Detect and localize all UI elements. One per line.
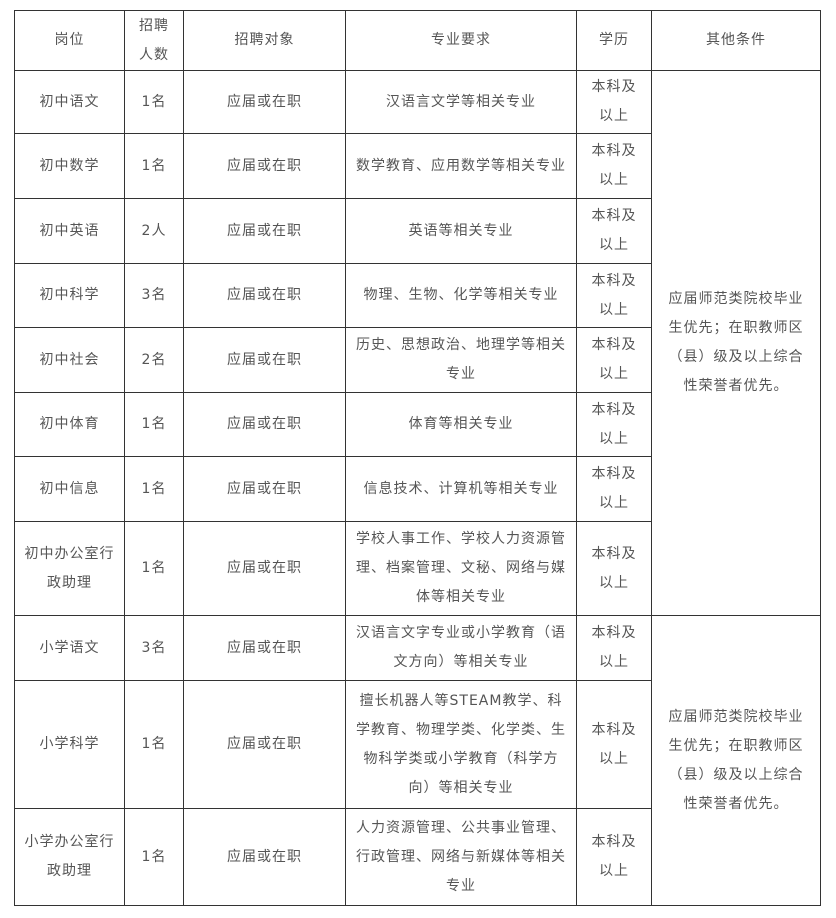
- count-cell: 1名: [124, 133, 184, 199]
- table-row: 初中体育 1名 应届或在职 体育等相关专业 本科及以上: [14, 392, 821, 457]
- table-row: 小学办公室行政助理 1名 应届或在职 人力资源管理、公共事业管理、行政管理、网络与新媒…: [14, 808, 821, 906]
- education-cell: 本科及以上: [576, 680, 652, 809]
- position-cell: 初中信息: [14, 456, 125, 522]
- target-cell: 应届或在职: [183, 392, 346, 457]
- header-cell: 招聘对象: [183, 10, 346, 71]
- table-row: 初中信息 1名 应届或在职 信息技术、计算机等相关专业 本科及以上: [14, 456, 821, 522]
- education-cell: 本科及以上: [576, 70, 652, 134]
- recruitment-table: 岗位 招聘人数 招聘对象 专业要求 学历 其他条件 初中语文 1名 应届或在职 汉语言文学等相关…: [14, 10, 821, 906]
- header-cell: 其他条件: [651, 10, 821, 71]
- table-row: 小学科学 1名 应届或在职 擅长机器人等STEAM教学、科学教育、物理学类、化学类、生…: [14, 680, 821, 809]
- header-cell: 学历: [576, 10, 652, 71]
- count-cell: 1名: [124, 680, 184, 809]
- other-conditions-cell: 应届师范类院校毕业生优先；在职教师区（县）级及以上综合性荣誉者优先。: [651, 615, 821, 906]
- position-cell: 小学办公室行政助理: [14, 808, 125, 906]
- other-conditions-cell: 应届师范类院校毕业生优先；在职教师区（县）级及以上综合性荣誉者优先。: [651, 70, 821, 616]
- table-row: 初中办公室行政助理 1名 应届或在职 学校人事工作、学校人力资源管理、档案管理、文秘、…: [14, 521, 821, 616]
- major-cell: 学校人事工作、学校人力资源管理、档案管理、文秘、网络与媒体等相关专业: [345, 521, 577, 616]
- count-cell: 1名: [124, 808, 184, 906]
- target-cell: 应届或在职: [183, 615, 346, 681]
- count-cell: 1名: [124, 70, 184, 134]
- position-cell: 初中科学: [14, 263, 125, 328]
- target-cell: 应届或在职: [183, 263, 346, 328]
- major-cell: 体育等相关专业: [345, 392, 577, 457]
- target-cell: 应届或在职: [183, 680, 346, 809]
- education-cell: 本科及以上: [576, 263, 652, 328]
- education-cell: 本科及以上: [576, 392, 652, 457]
- major-cell: 汉语言文学等相关专业: [345, 70, 577, 134]
- table-row: 初中社会 2名 应届或在职 历史、思想政治、地理学等相关专业 本科及以上: [14, 327, 821, 393]
- education-cell: 本科及以上: [576, 615, 652, 681]
- position-cell: 小学科学: [14, 680, 125, 809]
- position-cell: 初中语文: [14, 70, 125, 134]
- table-row: 初中语文 1名 应届或在职 汉语言文学等相关专业 本科及以上 应届师范类院校毕业生优先；在…: [14, 70, 821, 616]
- table-row: 小学语文 3名 应届或在职 汉语言文字专业或小学教育（语文方向）等相关专业 本科及以上应…: [14, 615, 821, 906]
- major-cell: 擅长机器人等STEAM教学、科学教育、物理学类、化学类、生物科学类或小学教育（科…: [345, 680, 577, 809]
- target-cell: 应届或在职: [183, 198, 346, 264]
- major-cell: 信息技术、计算机等相关专业: [345, 456, 577, 522]
- count-cell: 3名: [124, 615, 184, 681]
- education-cell: 本科及以上: [576, 521, 652, 616]
- target-cell: 应届或在职: [183, 808, 346, 906]
- position-cell: 初中英语: [14, 198, 125, 264]
- header-cell: 招聘人数: [124, 10, 184, 71]
- header-row: 岗位 招聘人数 招聘对象 专业要求 学历 其他条件: [14, 10, 821, 71]
- target-cell: 应届或在职: [183, 70, 346, 134]
- major-cell: 人力资源管理、公共事业管理、行政管理、网络与新媒体等相关专业: [345, 808, 577, 906]
- table-row: 初中数学 1名 应届或在职 数学教育、应用数学等相关专业 本科及以上: [14, 133, 821, 199]
- count-cell: 1名: [124, 392, 184, 457]
- target-cell: 应届或在职: [183, 521, 346, 616]
- count-cell: 3名: [124, 263, 184, 328]
- count-cell: 1名: [124, 521, 184, 616]
- position-cell: 初中社会: [14, 327, 125, 393]
- header-cell: 岗位: [14, 10, 125, 71]
- major-cell: 英语等相关专业: [345, 198, 577, 264]
- target-cell: 应届或在职: [183, 327, 346, 393]
- major-cell: 汉语言文字专业或小学教育（语文方向）等相关专业: [345, 615, 577, 681]
- education-cell: 本科及以上: [576, 327, 652, 393]
- target-cell: 应届或在职: [183, 456, 346, 522]
- education-cell: 本科及以上: [576, 198, 652, 264]
- major-cell: 历史、思想政治、地理学等相关专业: [345, 327, 577, 393]
- education-cell: 本科及以上: [576, 133, 652, 199]
- table-row: 初中科学 3名 应届或在职 物理、生物、化学等相关专业 本科及以上: [14, 263, 821, 328]
- count-cell: 1名: [124, 456, 184, 522]
- position-cell: 初中数学: [14, 133, 125, 199]
- position-cell: 小学语文: [14, 615, 125, 681]
- education-cell: 本科及以上: [576, 456, 652, 522]
- count-cell: 2人: [124, 198, 184, 264]
- education-cell: 本科及以上: [576, 808, 652, 906]
- target-cell: 应届或在职: [183, 133, 346, 199]
- count-cell: 2名: [124, 327, 184, 393]
- major-cell: 物理、生物、化学等相关专业: [345, 263, 577, 328]
- position-cell: 初中办公室行政助理: [14, 521, 125, 616]
- position-cell: 初中体育: [14, 392, 125, 457]
- header-cell: 专业要求: [345, 10, 577, 71]
- major-cell: 数学教育、应用数学等相关专业: [345, 133, 577, 199]
